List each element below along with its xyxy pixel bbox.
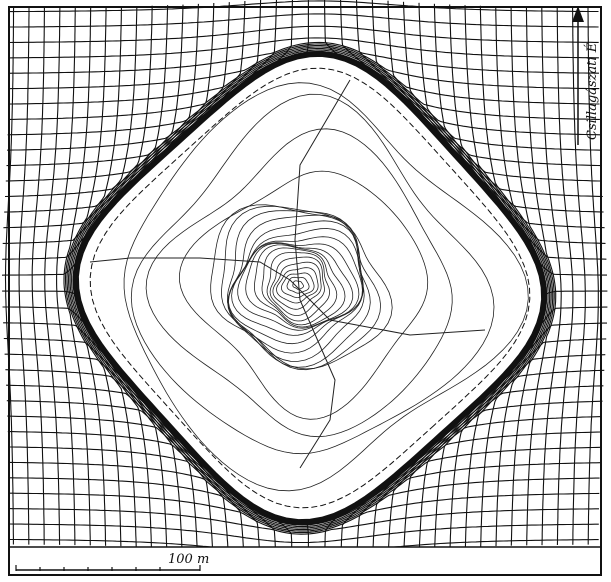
north-label: Csillagászati É <box>584 42 600 140</box>
scale-label: 100 m <box>168 552 209 567</box>
map: Csillagászati É 100 m <box>0 0 611 582</box>
page: Csillagászati É 100 m (() => { const dat… <box>0 0 611 582</box>
